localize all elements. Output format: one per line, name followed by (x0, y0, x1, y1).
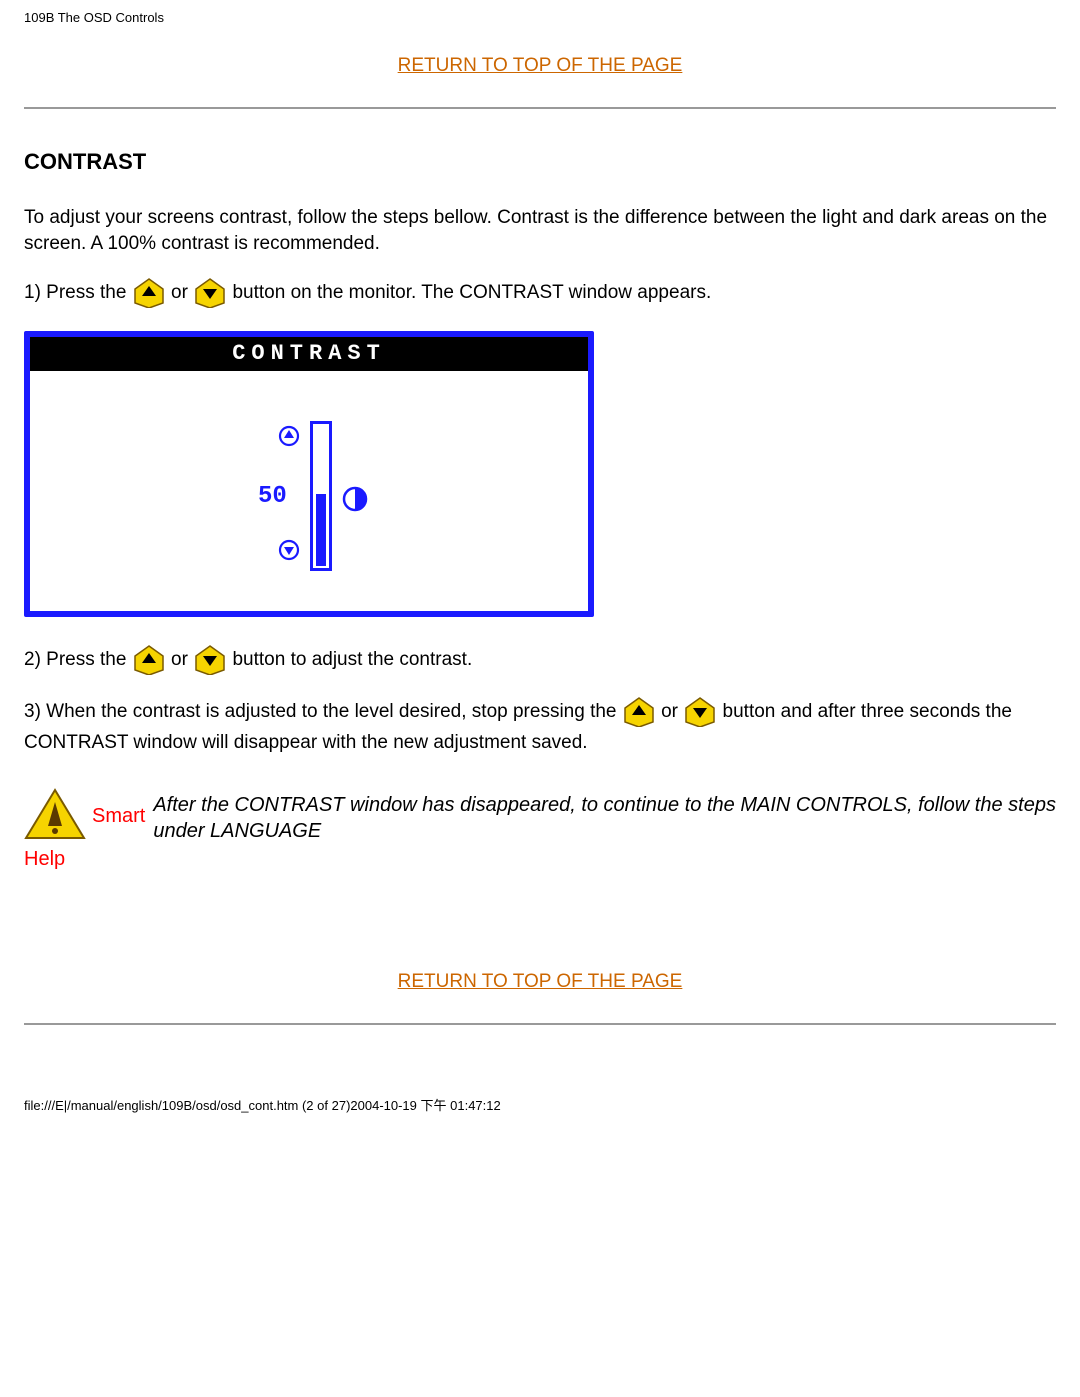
osd-slider-fill (316, 494, 326, 566)
step-2: 2) Press the or button to adjust the con… (24, 645, 1056, 675)
page-header-title: 109B The OSD Controls (24, 10, 1056, 25)
step-2-text-post: button to adjust the contrast. (232, 649, 472, 670)
step-1-text-pre: 1) Press the (24, 282, 132, 303)
step-3-text-mid: or (661, 701, 678, 722)
section-title: CONTRAST (24, 149, 1056, 175)
osd-title: CONTRAST (30, 337, 588, 371)
contrast-icon (342, 486, 368, 512)
smart-help-left: Smart Help (24, 788, 145, 871)
return-top-link-1[interactable]: RETURN TO TOP OF THE PAGE (24, 55, 1056, 77)
step-1-text-mid: or (171, 282, 188, 303)
footer-path: file:///E|/manual/english/109B/osd/osd_c… (24, 1095, 1056, 1114)
divider (24, 1023, 1056, 1025)
down-button-icon (195, 645, 225, 675)
help-label: Help (24, 848, 65, 871)
step-3: 3) When the contrast is adjusted to the … (24, 697, 1056, 758)
up-button-icon (134, 645, 164, 675)
step-1-text-post: button on the monitor. The CONTRAST wind… (232, 282, 711, 303)
up-button-icon (624, 697, 654, 727)
step-3-text-pre: 3) When the contrast is adjusted to the … (24, 701, 622, 722)
warning-icon (24, 788, 86, 846)
divider (24, 107, 1056, 109)
osd-contrast-window: CONTRAST 50 (24, 331, 594, 617)
down-button-icon (685, 697, 715, 727)
osd-slider-track (310, 421, 332, 571)
step-1: 1) Press the or button on the monitor. T… (24, 278, 1056, 308)
smart-help-text: After the CONTRAST window has disappeare… (153, 792, 1056, 844)
osd-up-arrow-icon (278, 425, 300, 447)
return-top-link-2[interactable]: RETURN TO TOP OF THE PAGE (24, 971, 1056, 993)
up-button-icon (134, 278, 164, 308)
smart-label: Smart (92, 805, 145, 828)
step-2-text-pre: 2) Press the (24, 649, 132, 670)
smart-help-block: Smart Help After the CONTRAST window has… (24, 788, 1056, 871)
osd-value: 50 (258, 483, 287, 510)
down-button-icon (195, 278, 225, 308)
osd-down-arrow-icon (278, 539, 300, 561)
osd-body: 50 (30, 371, 588, 611)
intro-paragraph: To adjust your screens contrast, follow … (24, 205, 1056, 256)
step-2-text-mid: or (171, 649, 188, 670)
